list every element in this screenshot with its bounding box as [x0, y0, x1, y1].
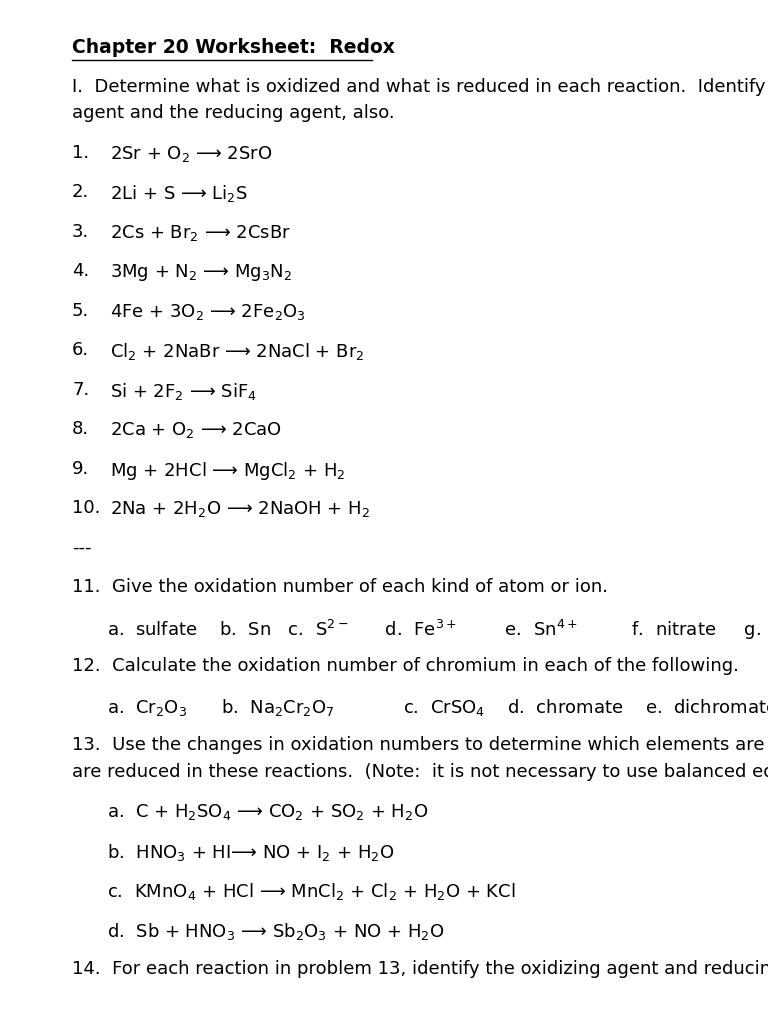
Text: 3Mg + N$_2$ ⟶ Mg$_3$N$_2$: 3Mg + N$_2$ ⟶ Mg$_3$N$_2$ — [110, 262, 293, 283]
Text: a.  sulfate    b.  Sn   c.  S$^{2-}$      d.  Fe$^{3+}$        e.  Sn$^{4+}$    : a. sulfate b. Sn c. S$^{2-}$ d. Fe$^{3+}… — [107, 617, 768, 642]
Text: Chapter 20 Worksheet:  Redox: Chapter 20 Worksheet: Redox — [72, 38, 395, 57]
Text: are reduced in these reactions.  (Note:  it is not necessary to use balanced equ: are reduced in these reactions. (Note: i… — [72, 763, 768, 780]
Text: 6.: 6. — [72, 341, 89, 359]
Text: 11.  Give the oxidation number of each kind of atom or ion.: 11. Give the oxidation number of each ki… — [72, 578, 608, 596]
Text: b.  HNO$_3$ + HI⟶ NO + I$_2$ + H$_2$O: b. HNO$_3$ + HI⟶ NO + I$_2$ + H$_2$O — [107, 842, 395, 862]
Text: 14.  For each reaction in problem 13, identify the oxidizing agent and reducing : 14. For each reaction in problem 13, ide… — [72, 961, 768, 978]
Text: a.  Cr$_2$O$_3$      b.  Na$_2$Cr$_2$O$_7$            c.  CrSO$_4$    d.  chroma: a. Cr$_2$O$_3$ b. Na$_2$Cr$_2$O$_7$ c. C… — [107, 696, 768, 718]
Text: ---: --- — [72, 539, 91, 556]
Text: a.  C + H$_2$SO$_4$ ⟶ CO$_2$ + SO$_2$ + H$_2$O: a. C + H$_2$SO$_4$ ⟶ CO$_2$ + SO$_2$ + H… — [107, 802, 429, 822]
Text: 13.  Use the changes in oxidation numbers to determine which elements are oxidiz: 13. Use the changes in oxidation numbers… — [72, 736, 768, 754]
Text: 2Na + 2H$_2$O ⟶ 2NaOH + H$_2$: 2Na + 2H$_2$O ⟶ 2NaOH + H$_2$ — [110, 499, 370, 519]
Text: 9.: 9. — [72, 460, 89, 477]
Text: 7.: 7. — [72, 381, 89, 398]
Text: c.  KMnO$_4$ + HCl ⟶ MnCl$_2$ + Cl$_2$ + H$_2$O + KCl: c. KMnO$_4$ + HCl ⟶ MnCl$_2$ + Cl$_2$ + … — [107, 881, 516, 902]
Text: 5.: 5. — [72, 301, 89, 319]
Text: Cl$_2$ + 2NaBr ⟶ 2NaCl + Br$_2$: Cl$_2$ + 2NaBr ⟶ 2NaCl + Br$_2$ — [110, 341, 365, 362]
Text: d.  Sb + HNO$_3$ ⟶ Sb$_2$O$_3$ + NO + H$_2$O: d. Sb + HNO$_3$ ⟶ Sb$_2$O$_3$ + NO + H$_… — [107, 921, 445, 941]
Text: 3.: 3. — [72, 222, 89, 241]
Text: 2Sr + O$_2$ ⟶ 2SrO: 2Sr + O$_2$ ⟶ 2SrO — [110, 143, 273, 164]
Text: 2.: 2. — [72, 183, 89, 201]
Text: 8.: 8. — [72, 420, 89, 438]
Text: 2Cs + Br$_2$ ⟶ 2CsBr: 2Cs + Br$_2$ ⟶ 2CsBr — [110, 222, 291, 243]
Text: 10.: 10. — [72, 499, 101, 517]
Text: Mg + 2HCl ⟶ MgCl$_2$ + H$_2$: Mg + 2HCl ⟶ MgCl$_2$ + H$_2$ — [110, 460, 346, 481]
Text: 4.: 4. — [72, 262, 89, 280]
Text: 1.: 1. — [72, 143, 89, 162]
Text: agent and the reducing agent, also.: agent and the reducing agent, also. — [72, 104, 395, 122]
Text: Si + 2F$_2$ ⟶ SiF$_4$: Si + 2F$_2$ ⟶ SiF$_4$ — [110, 381, 257, 401]
Text: 2Ca + O$_2$ ⟶ 2CaO: 2Ca + O$_2$ ⟶ 2CaO — [110, 420, 282, 440]
Text: 4Fe + 3O$_2$ ⟶ 2Fe$_2$O$_3$: 4Fe + 3O$_2$ ⟶ 2Fe$_2$O$_3$ — [110, 301, 306, 322]
Text: 12.  Calculate the oxidation number of chromium in each of the following.: 12. Calculate the oxidation number of ch… — [72, 657, 739, 675]
Text: I.  Determine what is oxidized and what is reduced in each reaction.  Identify t: I. Determine what is oxidized and what i… — [72, 78, 768, 95]
Text: 2Li + S ⟶ Li$_2$S: 2Li + S ⟶ Li$_2$S — [110, 183, 248, 204]
